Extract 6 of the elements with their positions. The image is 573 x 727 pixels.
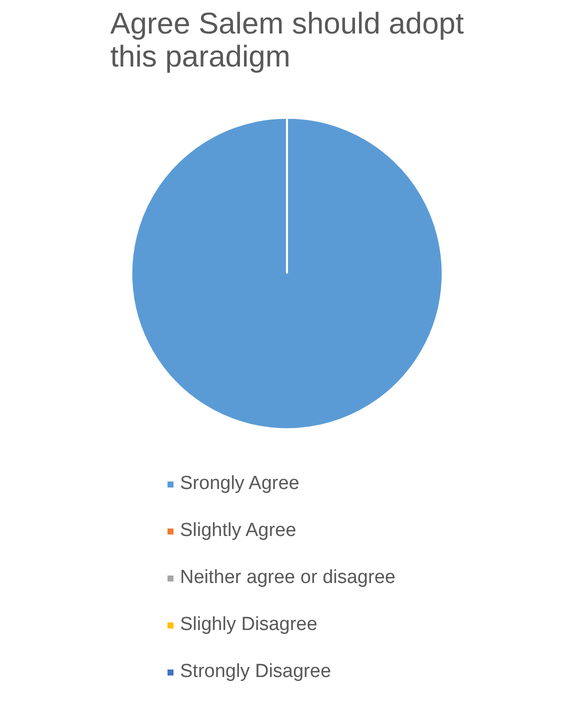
- legend-label: Slighly Disagree: [180, 614, 318, 636]
- legend-label: Neither agree or disagree: [180, 567, 396, 589]
- legend-label: Srongly Agree: [180, 473, 300, 495]
- chart-title: Agree Salem should adopt this paradigm: [110, 8, 464, 74]
- legend-label: Strongly Disagree: [180, 661, 332, 683]
- legend-label: Slightly Agree: [180, 520, 296, 542]
